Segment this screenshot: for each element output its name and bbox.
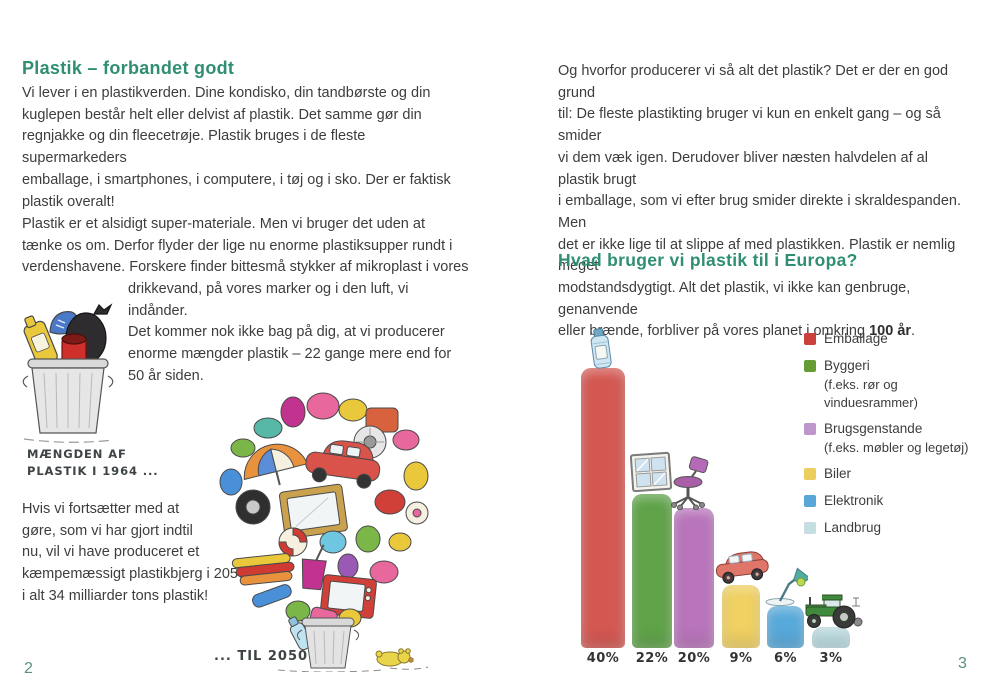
right-paragraph-lastline: eller brænde, forbliver på vores planet … — [558, 323, 916, 340]
right-paragraph: Og hvorfor producerer vi så alt det plas… — [558, 61, 972, 343]
bar-value-label: 6% — [773, 651, 798, 666]
legend-item: Biler — [804, 464, 994, 484]
bar-value-label: 9% — [729, 651, 753, 666]
bar-value-label: 20% — [677, 651, 711, 666]
chart-legend: Emballage Byggeri (f.eks. rør og vinduesr… — [804, 329, 994, 538]
chart-bar — [812, 627, 850, 648]
chart-bar — [632, 494, 672, 648]
legend-item: Brugsgenstande (f.eks. møbler og legetøj) — [804, 419, 994, 457]
chart-heading: Hvad bruger vi plastik til i Europa? — [558, 250, 858, 270]
legend-item: Elektronik — [804, 491, 994, 511]
legend-label: Biler — [824, 466, 852, 481]
bar-value-label: 40% — [586, 651, 620, 666]
paragraph-1: Vi lever i en plastikverden. Dine kondis… — [22, 85, 451, 210]
bar-value-label: 3% — [819, 651, 843, 666]
paragraph-2-wrapped: drikkevand, på vores marker og i den luf… — [128, 281, 452, 384]
legend-label: Emballage — [824, 331, 888, 346]
chart-bar — [581, 368, 625, 648]
legend-item: Byggeri (f.eks. rør og vinduesrammer) — [804, 356, 994, 412]
caption-2050: ... TIL 2050 — [214, 649, 309, 664]
right-paragraph-lines: Og hvorfor producerer vi så alt det plas… — [558, 63, 961, 318]
legend-color-swatch — [804, 333, 816, 345]
tractor-icon — [805, 594, 863, 629]
legend-item: Landbrug — [804, 518, 994, 538]
legend-color-swatch — [804, 360, 816, 372]
trash-pile-2050-illustration — [219, 392, 429, 672]
page-title: Plastik – forbandet godt — [22, 58, 235, 78]
chart-bar — [767, 606, 804, 648]
bar-value-label: 22% — [635, 651, 669, 666]
desk-lamp-icon — [765, 567, 808, 606]
legend-sublabel: (f.eks. rør og vinduesrammer) — [824, 377, 918, 410]
plastic-bottle-icon — [590, 328, 612, 369]
page-number-right: 3 — [958, 655, 967, 672]
legend-color-swatch — [804, 522, 816, 534]
legend-color-swatch — [804, 495, 816, 507]
trash-can-1964-icon — [22, 303, 115, 443]
chart-bar — [722, 585, 760, 648]
legend-label: Byggeri — [824, 358, 870, 373]
legend-color-swatch — [804, 468, 816, 480]
caption-1964: MÆNGDEN AF PLASTIK I 1964 ... — [27, 447, 159, 478]
office-chair-icon — [671, 456, 709, 510]
page-number-left: 2 — [24, 660, 33, 677]
teddy-bear-icon — [375, 648, 414, 667]
legend-label: Landbrug — [824, 520, 882, 535]
paragraph-2-full: Plastik er et alsidigt super-materiale. … — [22, 216, 469, 276]
legend-label: Brugsgenstande — [824, 421, 923, 436]
window-icon — [629, 451, 673, 493]
legend-item: Emballage — [804, 329, 994, 349]
legend-sublabel: (f.eks. møbler og legetøj) — [824, 440, 969, 455]
legend-color-swatch — [804, 423, 816, 435]
bold-100-years: 100 år — [869, 323, 912, 340]
legend-label: Elektronik — [824, 493, 884, 508]
paragraph-3: Hvis vi fortsætter med at gøre, som vi h… — [22, 501, 251, 604]
chart-bar — [674, 508, 714, 648]
car-icon — [715, 551, 769, 584]
